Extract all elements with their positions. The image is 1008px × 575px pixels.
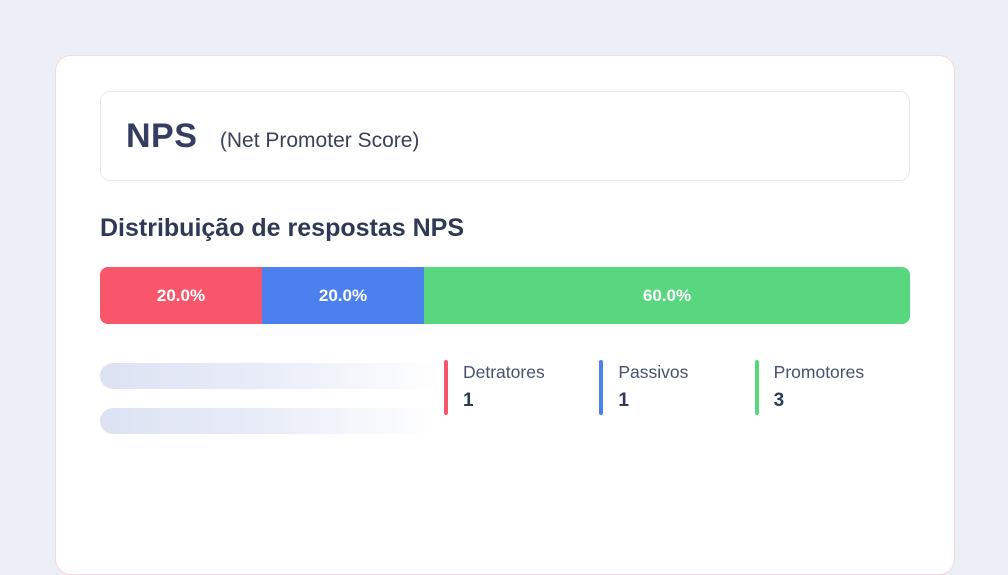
nps-header-box: NPS (Net Promoter Score)	[100, 91, 910, 181]
skeleton-placeholder	[100, 360, 438, 434]
legend-label-promotores: Promotores	[773, 362, 865, 382]
legend-color-bar-detratores	[444, 360, 448, 415]
nps-header-line: NPS (Net Promoter Score)	[126, 119, 419, 153]
legend-row: Detratores 1 Passivos 1 Promotores 3	[100, 360, 910, 434]
legend-count-promotores: 3	[773, 390, 785, 411]
bar-segment-promotores: 60.0%	[424, 267, 910, 324]
nps-subtitle: (Net Promoter Score)	[219, 129, 420, 152]
bar-segment-detratores-label: 20.0%	[156, 285, 206, 305]
legend-items: Detratores 1 Passivos 1 Promotores 3	[444, 360, 910, 415]
legend-count-passivos: 1	[618, 390, 629, 411]
nps-card: NPS (Net Promoter Score) Distribuição de…	[55, 55, 955, 575]
legend-text-promotores: Promotores 3	[774, 360, 864, 412]
nps-title: NPS	[126, 117, 198, 155]
legend-count-detratores: 1	[463, 390, 474, 411]
skeleton-pill	[100, 408, 438, 434]
bar-segment-passivos: 20.0%	[262, 267, 424, 324]
legend-label-detratores: Detratores	[463, 362, 545, 382]
legend-item-promotores: Promotores 3	[754, 360, 910, 415]
legend-label-passivos: Passivos	[618, 362, 689, 382]
legend-color-bar-promotores	[754, 360, 759, 415]
legend-color-bar-passivos	[599, 360, 604, 415]
skeleton-pill	[100, 363, 438, 389]
bar-segment-detratores: 20.0%	[100, 267, 262, 324]
bar-segment-passivos-label: 20.0%	[318, 285, 368, 305]
section-title: Distribuição de respostas NPS	[100, 214, 465, 242]
legend-text-passivos: Passivos 1	[618, 360, 688, 412]
nps-stacked-bar: 20.0% 20.0% 60.0%	[100, 267, 910, 324]
legend-text-detratores: Detratores 1	[463, 360, 545, 412]
legend-item-detratores: Detratores 1	[444, 360, 599, 415]
legend-item-passivos: Passivos 1	[599, 360, 754, 415]
bar-segment-promotores-label: 60.0%	[642, 285, 692, 305]
